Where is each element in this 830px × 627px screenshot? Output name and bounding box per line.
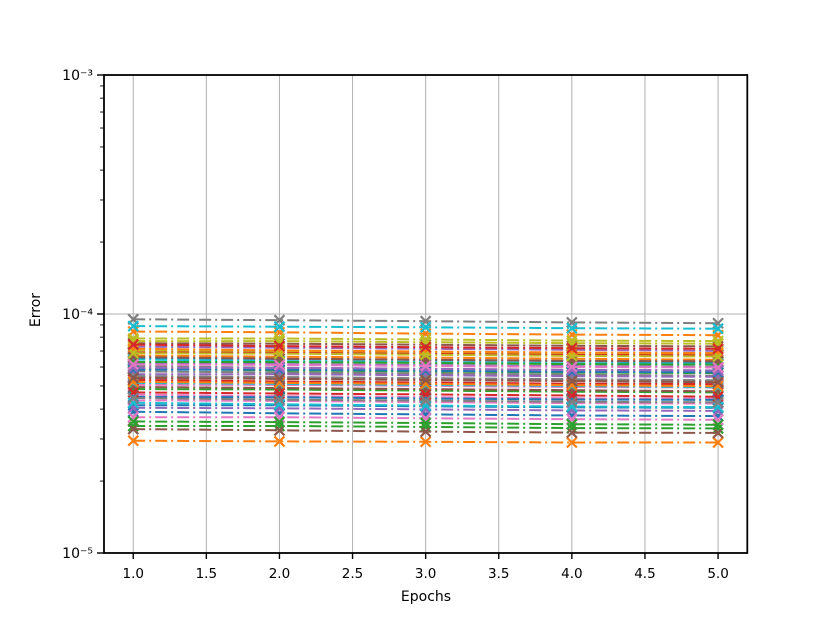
series-x-markers — [127, 338, 724, 355]
grid-layer — [104, 75, 748, 553]
series-x-markers — [127, 332, 724, 347]
y-tick-label: 10⁻⁴ — [62, 307, 93, 323]
series-x-markers — [127, 376, 724, 392]
series-x-markers — [127, 415, 724, 431]
x-tick-label: 3.5 — [488, 566, 509, 582]
series-x-markers — [127, 335, 724, 350]
series-x-markers — [127, 347, 724, 363]
series-x-markers — [127, 351, 724, 368]
x-tick-label: 4.5 — [634, 566, 655, 582]
series-x-markers — [127, 320, 724, 335]
axes-layer — [97, 74, 749, 559]
series-x-markers — [127, 358, 724, 374]
series-x-markers — [127, 405, 724, 422]
series-x-markers — [127, 313, 724, 329]
series-x-markers — [127, 397, 724, 413]
y-tick-label: 10⁻⁵ — [62, 546, 93, 562]
series-x-markers — [127, 381, 724, 398]
series-x-markers — [127, 368, 724, 383]
x-tick-label: 1.5 — [196, 566, 217, 582]
x-tick-label: 1.0 — [122, 566, 143, 582]
series-x-markers — [127, 392, 724, 409]
series-x-markers — [127, 434, 724, 449]
series-x-markers — [127, 411, 724, 426]
series-x-markers — [127, 420, 724, 435]
x-tick-label: 2.5 — [342, 566, 363, 582]
series-x-markers — [127, 356, 724, 371]
series-x-markers — [127, 370, 724, 387]
series-x-markers — [127, 386, 724, 403]
series-x-markers — [127, 363, 724, 379]
series-x-markers — [127, 362, 724, 377]
x-tick-label: 2.0 — [269, 566, 290, 582]
series-layer — [127, 313, 724, 449]
x-axis-label: Epochs — [401, 589, 451, 605]
series-x-markers — [127, 402, 724, 417]
series-x-markers — [127, 372, 724, 389]
series-x-markers — [127, 340, 724, 357]
y-axis-label: Error — [28, 293, 44, 327]
plot-spines — [103, 74, 749, 554]
labels-layer: Epochs Error 1.0 1.5 2.0 2.5 3.0 3.5 4.0 4.5 5.0… — [28, 68, 729, 605]
y-tick-label: 10⁻³ — [62, 68, 93, 84]
x-tick-label: 5.0 — [707, 566, 728, 582]
series-x-markers — [127, 423, 724, 439]
x-tick-label: 3.0 — [415, 566, 436, 582]
series-x-markers — [127, 343, 724, 359]
x-tick-label: 4.0 — [561, 566, 582, 582]
series-x-markers — [127, 325, 724, 342]
